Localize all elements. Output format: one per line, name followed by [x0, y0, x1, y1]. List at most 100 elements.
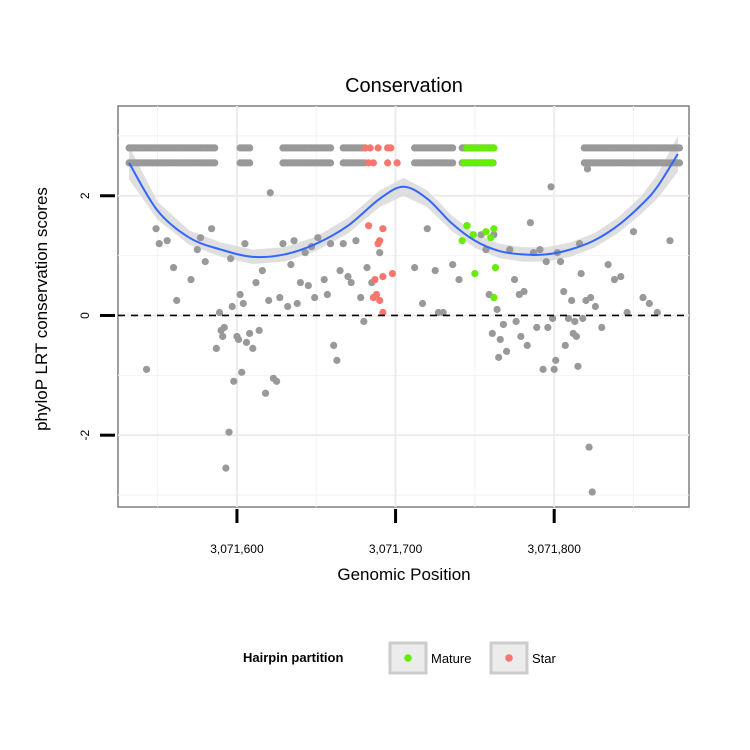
data-point — [227, 255, 235, 263]
data-point — [387, 144, 395, 152]
data-point — [207, 225, 216, 233]
data-point — [326, 159, 335, 167]
data-point — [255, 326, 263, 335]
data-point — [439, 308, 447, 317]
data-point — [623, 308, 631, 317]
data-point — [548, 314, 557, 323]
legend-label: Star — [532, 651, 557, 666]
data-point — [326, 240, 335, 248]
data-point — [564, 314, 573, 323]
data-point — [493, 305, 501, 314]
data-point — [246, 144, 254, 152]
data-point — [496, 335, 504, 344]
data-point — [219, 332, 227, 341]
data-point — [344, 272, 352, 281]
data-point — [550, 365, 558, 373]
data-point — [471, 269, 479, 278]
y-tick-label: 2 — [78, 192, 92, 199]
data-point — [423, 225, 431, 233]
data-point — [249, 344, 257, 352]
data-point — [273, 377, 281, 385]
legend-marker — [404, 654, 412, 662]
data-point — [539, 365, 547, 373]
legend-entries: Mature Star — [388, 641, 557, 675]
x-tick-label: 3,071,800 — [527, 542, 581, 556]
data-point — [339, 240, 347, 248]
data-point — [604, 261, 612, 269]
data-point — [488, 329, 496, 338]
data-point — [371, 275, 379, 284]
data-point — [363, 263, 371, 272]
data-point — [287, 261, 295, 269]
data-point — [142, 365, 151, 373]
data-point — [675, 159, 684, 167]
data-point — [591, 302, 600, 311]
x-tick-label: 3,071,700 — [369, 542, 423, 556]
data-point — [163, 237, 171, 245]
data-point — [326, 144, 335, 152]
data-point — [544, 323, 552, 332]
data-point — [499, 320, 508, 329]
data-point — [455, 275, 463, 284]
data-point — [187, 275, 195, 284]
data-point — [572, 332, 580, 341]
data-point — [490, 144, 498, 152]
data-point — [379, 308, 387, 317]
y-tick-label: 0 — [78, 312, 92, 319]
data-point — [629, 228, 638, 236]
data-point — [304, 281, 312, 290]
data-point — [311, 293, 319, 302]
data-point — [490, 225, 498, 233]
data-point — [230, 377, 238, 385]
data-point — [675, 144, 684, 152]
data-point — [234, 335, 243, 344]
data-point — [574, 362, 582, 370]
data-point — [482, 228, 490, 236]
data-point — [376, 237, 384, 245]
data-point — [333, 356, 341, 364]
data-point — [588, 488, 596, 496]
legend-marker — [505, 654, 513, 662]
data-point — [585, 443, 593, 451]
data-point — [258, 266, 266, 275]
data-point — [293, 299, 301, 308]
data-point — [495, 353, 503, 361]
data-point — [379, 272, 387, 281]
data-point — [369, 159, 377, 167]
data-point — [246, 159, 254, 167]
data-point — [284, 302, 292, 311]
data-point — [215, 308, 224, 317]
data-point — [587, 293, 595, 302]
data-point — [261, 389, 270, 397]
data-point — [330, 341, 338, 350]
data-point — [323, 290, 331, 299]
data-point — [152, 225, 160, 233]
data-point — [252, 278, 260, 287]
data-point — [336, 266, 344, 275]
data-point — [193, 246, 201, 254]
data-point — [320, 275, 328, 284]
series-Mature — [458, 144, 500, 302]
legend: Hairpin partition Mature Star — [243, 641, 557, 675]
data-point — [352, 237, 360, 245]
data-point — [360, 317, 368, 326]
data-point — [222, 464, 230, 472]
data-point — [376, 249, 384, 257]
data-point — [598, 323, 606, 332]
data-point — [506, 246, 514, 254]
data-point — [552, 356, 560, 364]
data-point — [169, 263, 178, 272]
data-point — [372, 290, 381, 299]
series-Star — [361, 144, 401, 317]
data-point — [512, 317, 520, 326]
data-point — [645, 299, 653, 308]
data-point — [491, 263, 500, 272]
data-point — [366, 144, 374, 152]
data-point — [463, 222, 471, 230]
data-point — [411, 263, 419, 272]
data-point — [490, 293, 498, 302]
data-point — [276, 293, 284, 302]
data-point — [384, 159, 392, 167]
data-point — [211, 159, 219, 167]
data-point — [290, 237, 298, 245]
